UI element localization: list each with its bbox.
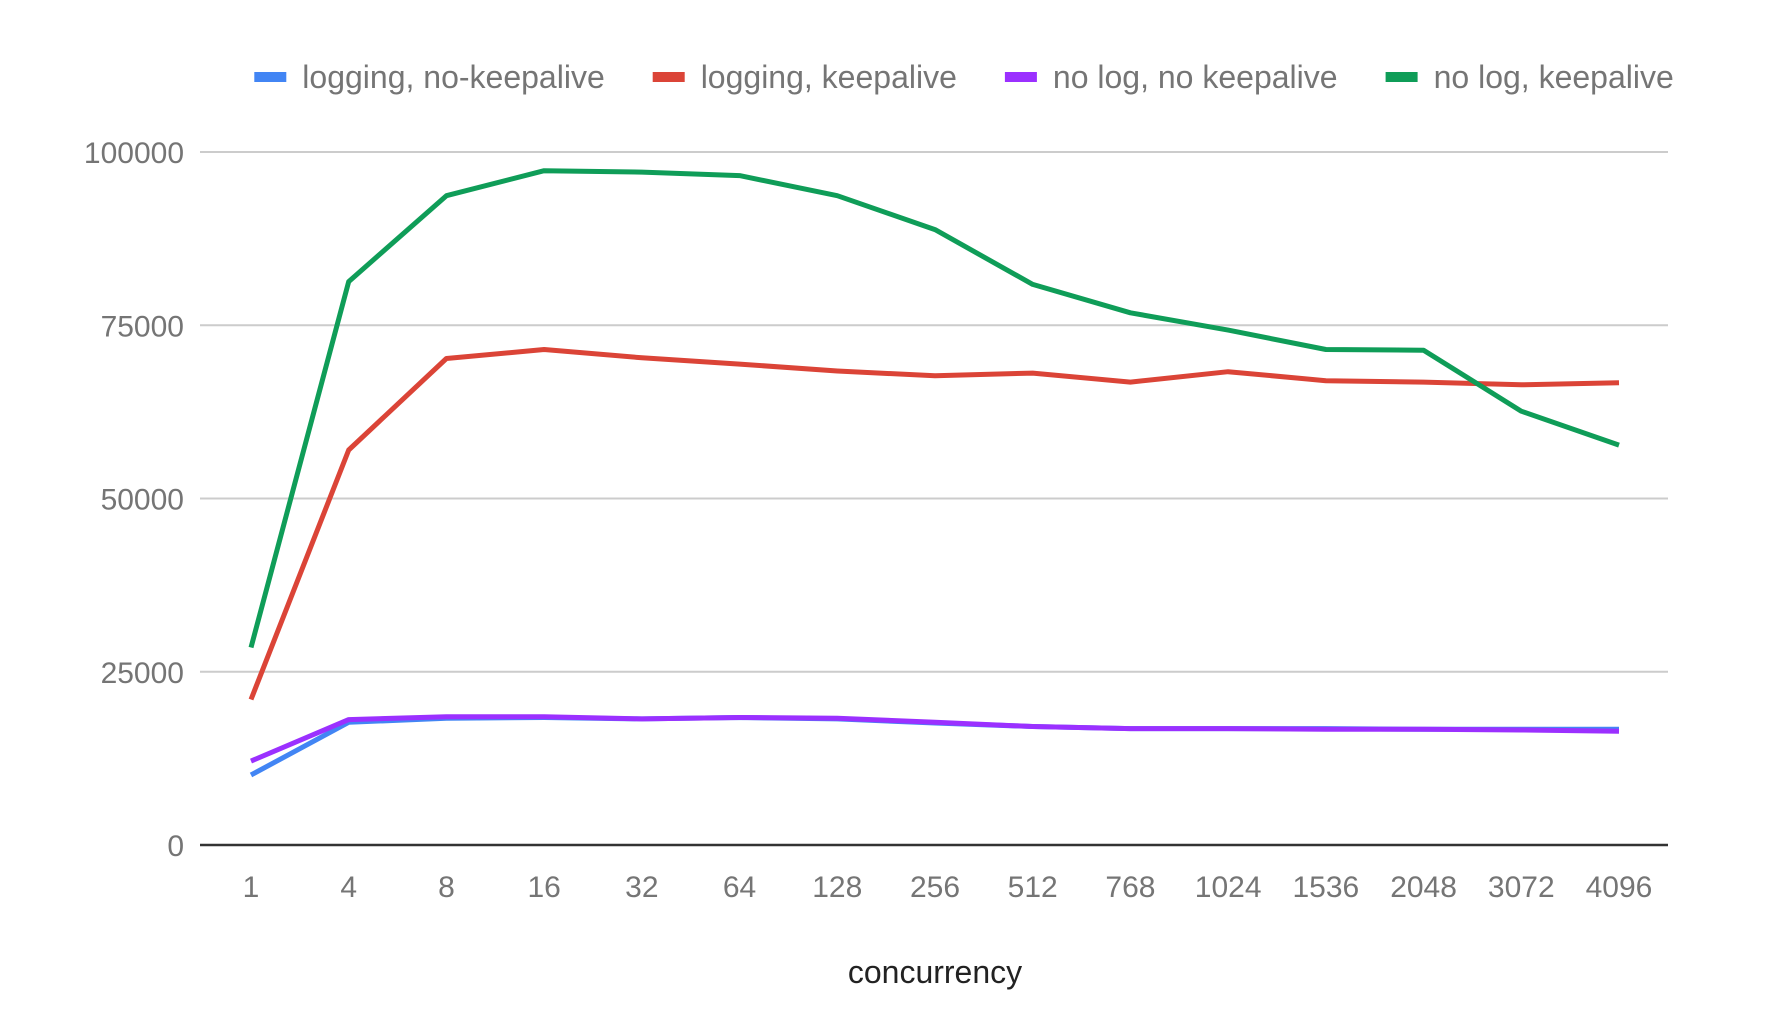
y-tick-label: 0 (167, 830, 184, 863)
x-tick-label: 768 (1105, 871, 1155, 904)
y-tick-label: 25000 (101, 657, 184, 690)
x-axis-title: concurrency (848, 954, 1022, 990)
legend-swatch (1385, 72, 1418, 82)
x-tick-label: 256 (910, 871, 960, 904)
legend-item: no log, keepalive (1385, 59, 1674, 95)
legend-swatch (254, 72, 287, 82)
series-lines (248, 168, 1620, 778)
x-tick-label: 32 (625, 871, 658, 904)
series-line-no-log-keepalive (248, 168, 1620, 649)
x-axis: 1 4 8 16 32 64 128 256 512 768 1024 1536 2048 3072 409… (243, 871, 1653, 904)
x-tick-label: 16 (527, 871, 560, 904)
x-tick-label: 1 (243, 871, 260, 904)
series-line-logging-keepalive (248, 347, 1620, 701)
legend-label: no log, keepalive (1434, 59, 1674, 95)
legend-swatch (652, 72, 685, 82)
legend-item: logging, keepalive (652, 59, 957, 95)
x-tick-label: 1536 (1292, 871, 1359, 904)
legend-item: no log, no keepalive (1004, 59, 1338, 95)
series-line-no-log-no-keepalive (250, 714, 1620, 764)
x-tick-label: 512 (1008, 871, 1058, 904)
x-tick-label: 128 (812, 871, 862, 904)
x-tick-label: 64 (723, 871, 756, 904)
x-tick-label: 3072 (1488, 871, 1555, 904)
legend: logging, no-keepalive logging, keepalive n… (254, 59, 1674, 95)
series-line-logging-no-keepalive (249, 715, 1619, 778)
grid-lines (200, 151, 1668, 847)
legend-label: logging, no-keepalive (302, 59, 604, 95)
y-tick-label: 100000 (84, 137, 184, 170)
x-tick-label: 2048 (1390, 871, 1457, 904)
y-tick-label: 50000 (101, 484, 184, 517)
x-tick-label: 4096 (1586, 871, 1653, 904)
x-tick-label: 1024 (1195, 871, 1262, 904)
y-axis: 0 25000 50000 75000 100000 (84, 137, 184, 863)
x-tick-label: 8 (438, 871, 455, 904)
legend-item: logging, no-keepalive (254, 59, 605, 95)
y-tick-label: 75000 (101, 310, 184, 343)
legend-swatch (1004, 72, 1037, 82)
x-tick-label: 4 (340, 871, 357, 904)
legend-label: logging, keepalive (701, 59, 957, 95)
legend-label: no log, no keepalive (1053, 59, 1338, 95)
